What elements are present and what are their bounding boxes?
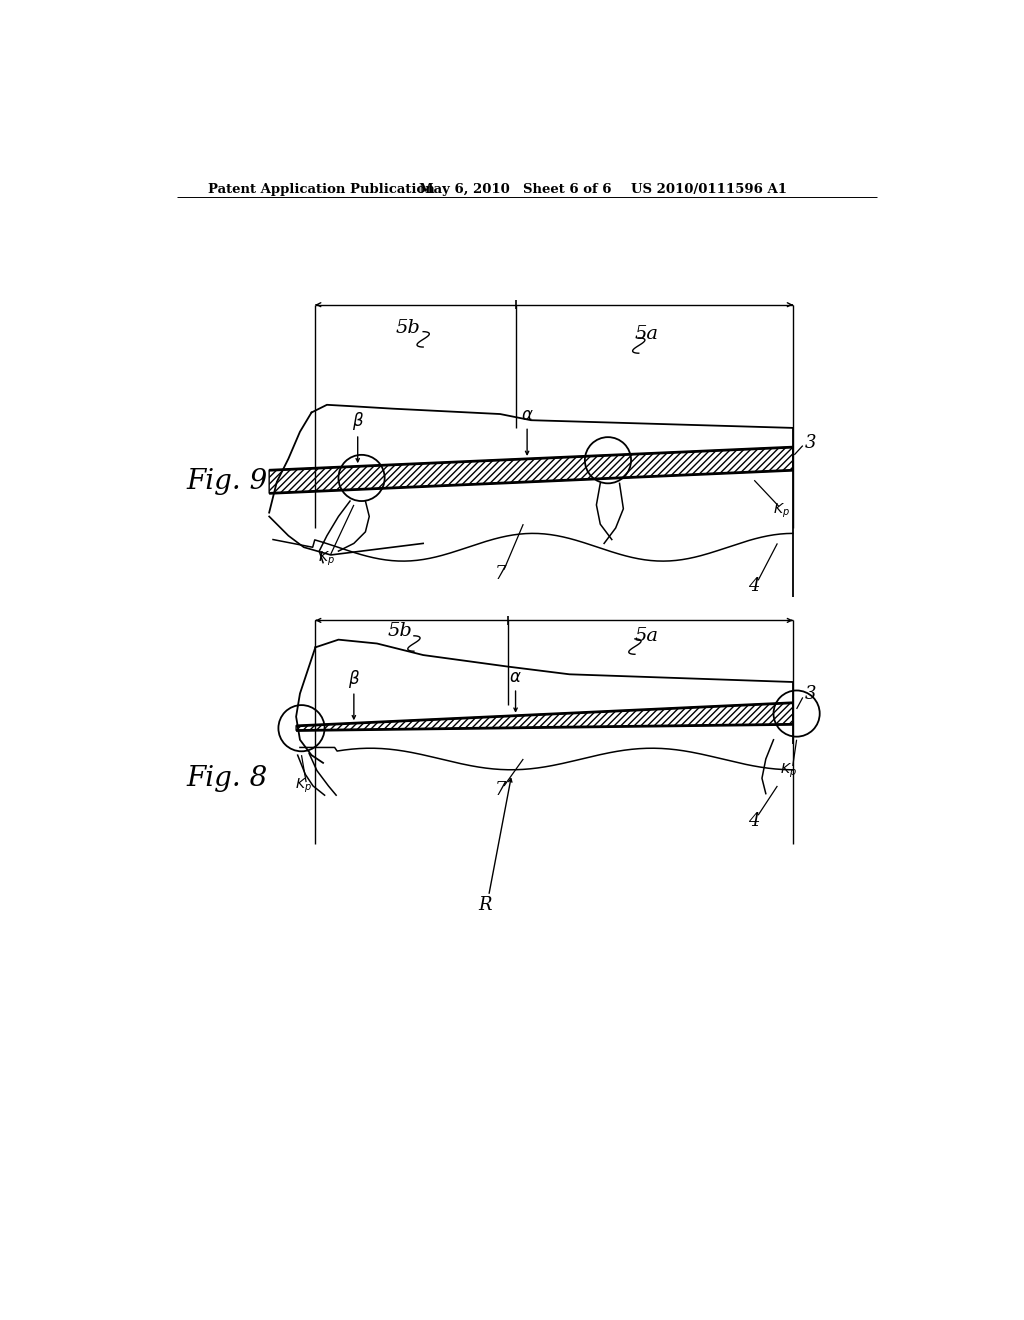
Text: 4: 4 [749, 577, 760, 595]
Text: 3: 3 [804, 685, 816, 702]
Text: 3: 3 [804, 434, 816, 453]
Polygon shape [296, 702, 793, 730]
Text: Fig. 8: Fig. 8 [186, 764, 267, 792]
Text: 5a: 5a [635, 627, 658, 644]
Text: $K_p$: $K_p$ [780, 762, 798, 780]
Text: $K_p$: $K_p$ [773, 502, 790, 520]
Text: $\beta$: $\beta$ [348, 668, 359, 689]
Text: R: R [478, 896, 492, 915]
Text: $\alpha$: $\alpha$ [521, 407, 534, 424]
Text: 7: 7 [495, 781, 506, 799]
Text: US 2010/0111596 A1: US 2010/0111596 A1 [631, 183, 787, 197]
Text: $\beta$: $\beta$ [351, 409, 364, 432]
Text: 5a: 5a [635, 325, 658, 343]
Text: $\alpha$: $\alpha$ [509, 669, 522, 686]
Text: Sheet 6 of 6: Sheet 6 of 6 [523, 183, 611, 197]
Text: May 6, 2010: May 6, 2010 [419, 183, 510, 197]
Text: Fig. 9: Fig. 9 [186, 469, 267, 495]
Text: $K_p$: $K_p$ [318, 549, 335, 568]
Text: 5b: 5b [388, 622, 413, 640]
Text: 7: 7 [495, 565, 506, 583]
Text: Patent Application Publication: Patent Application Publication [208, 183, 434, 197]
Text: 5b: 5b [395, 319, 420, 337]
Text: 4: 4 [749, 812, 760, 829]
Text: $K_p$: $K_p$ [295, 776, 312, 795]
Polygon shape [269, 447, 793, 494]
